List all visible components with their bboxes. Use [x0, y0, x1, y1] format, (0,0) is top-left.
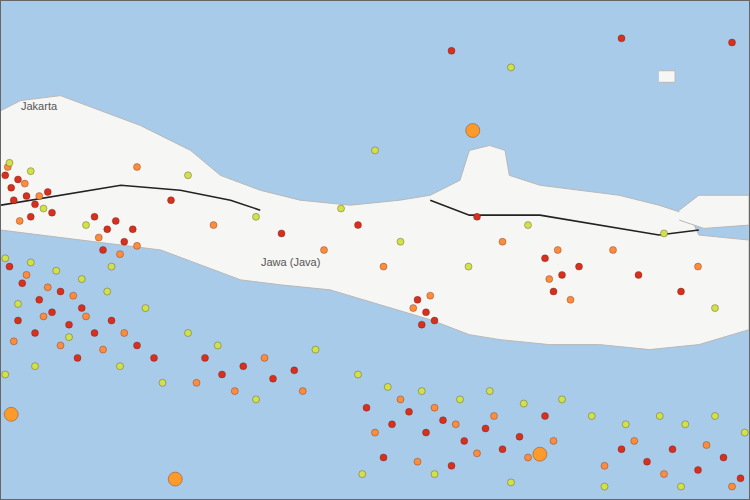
svg-text:Jakarta: Jakarta [21, 100, 58, 112]
svg-text:Jawa (Java): Jawa (Java) [261, 256, 320, 268]
